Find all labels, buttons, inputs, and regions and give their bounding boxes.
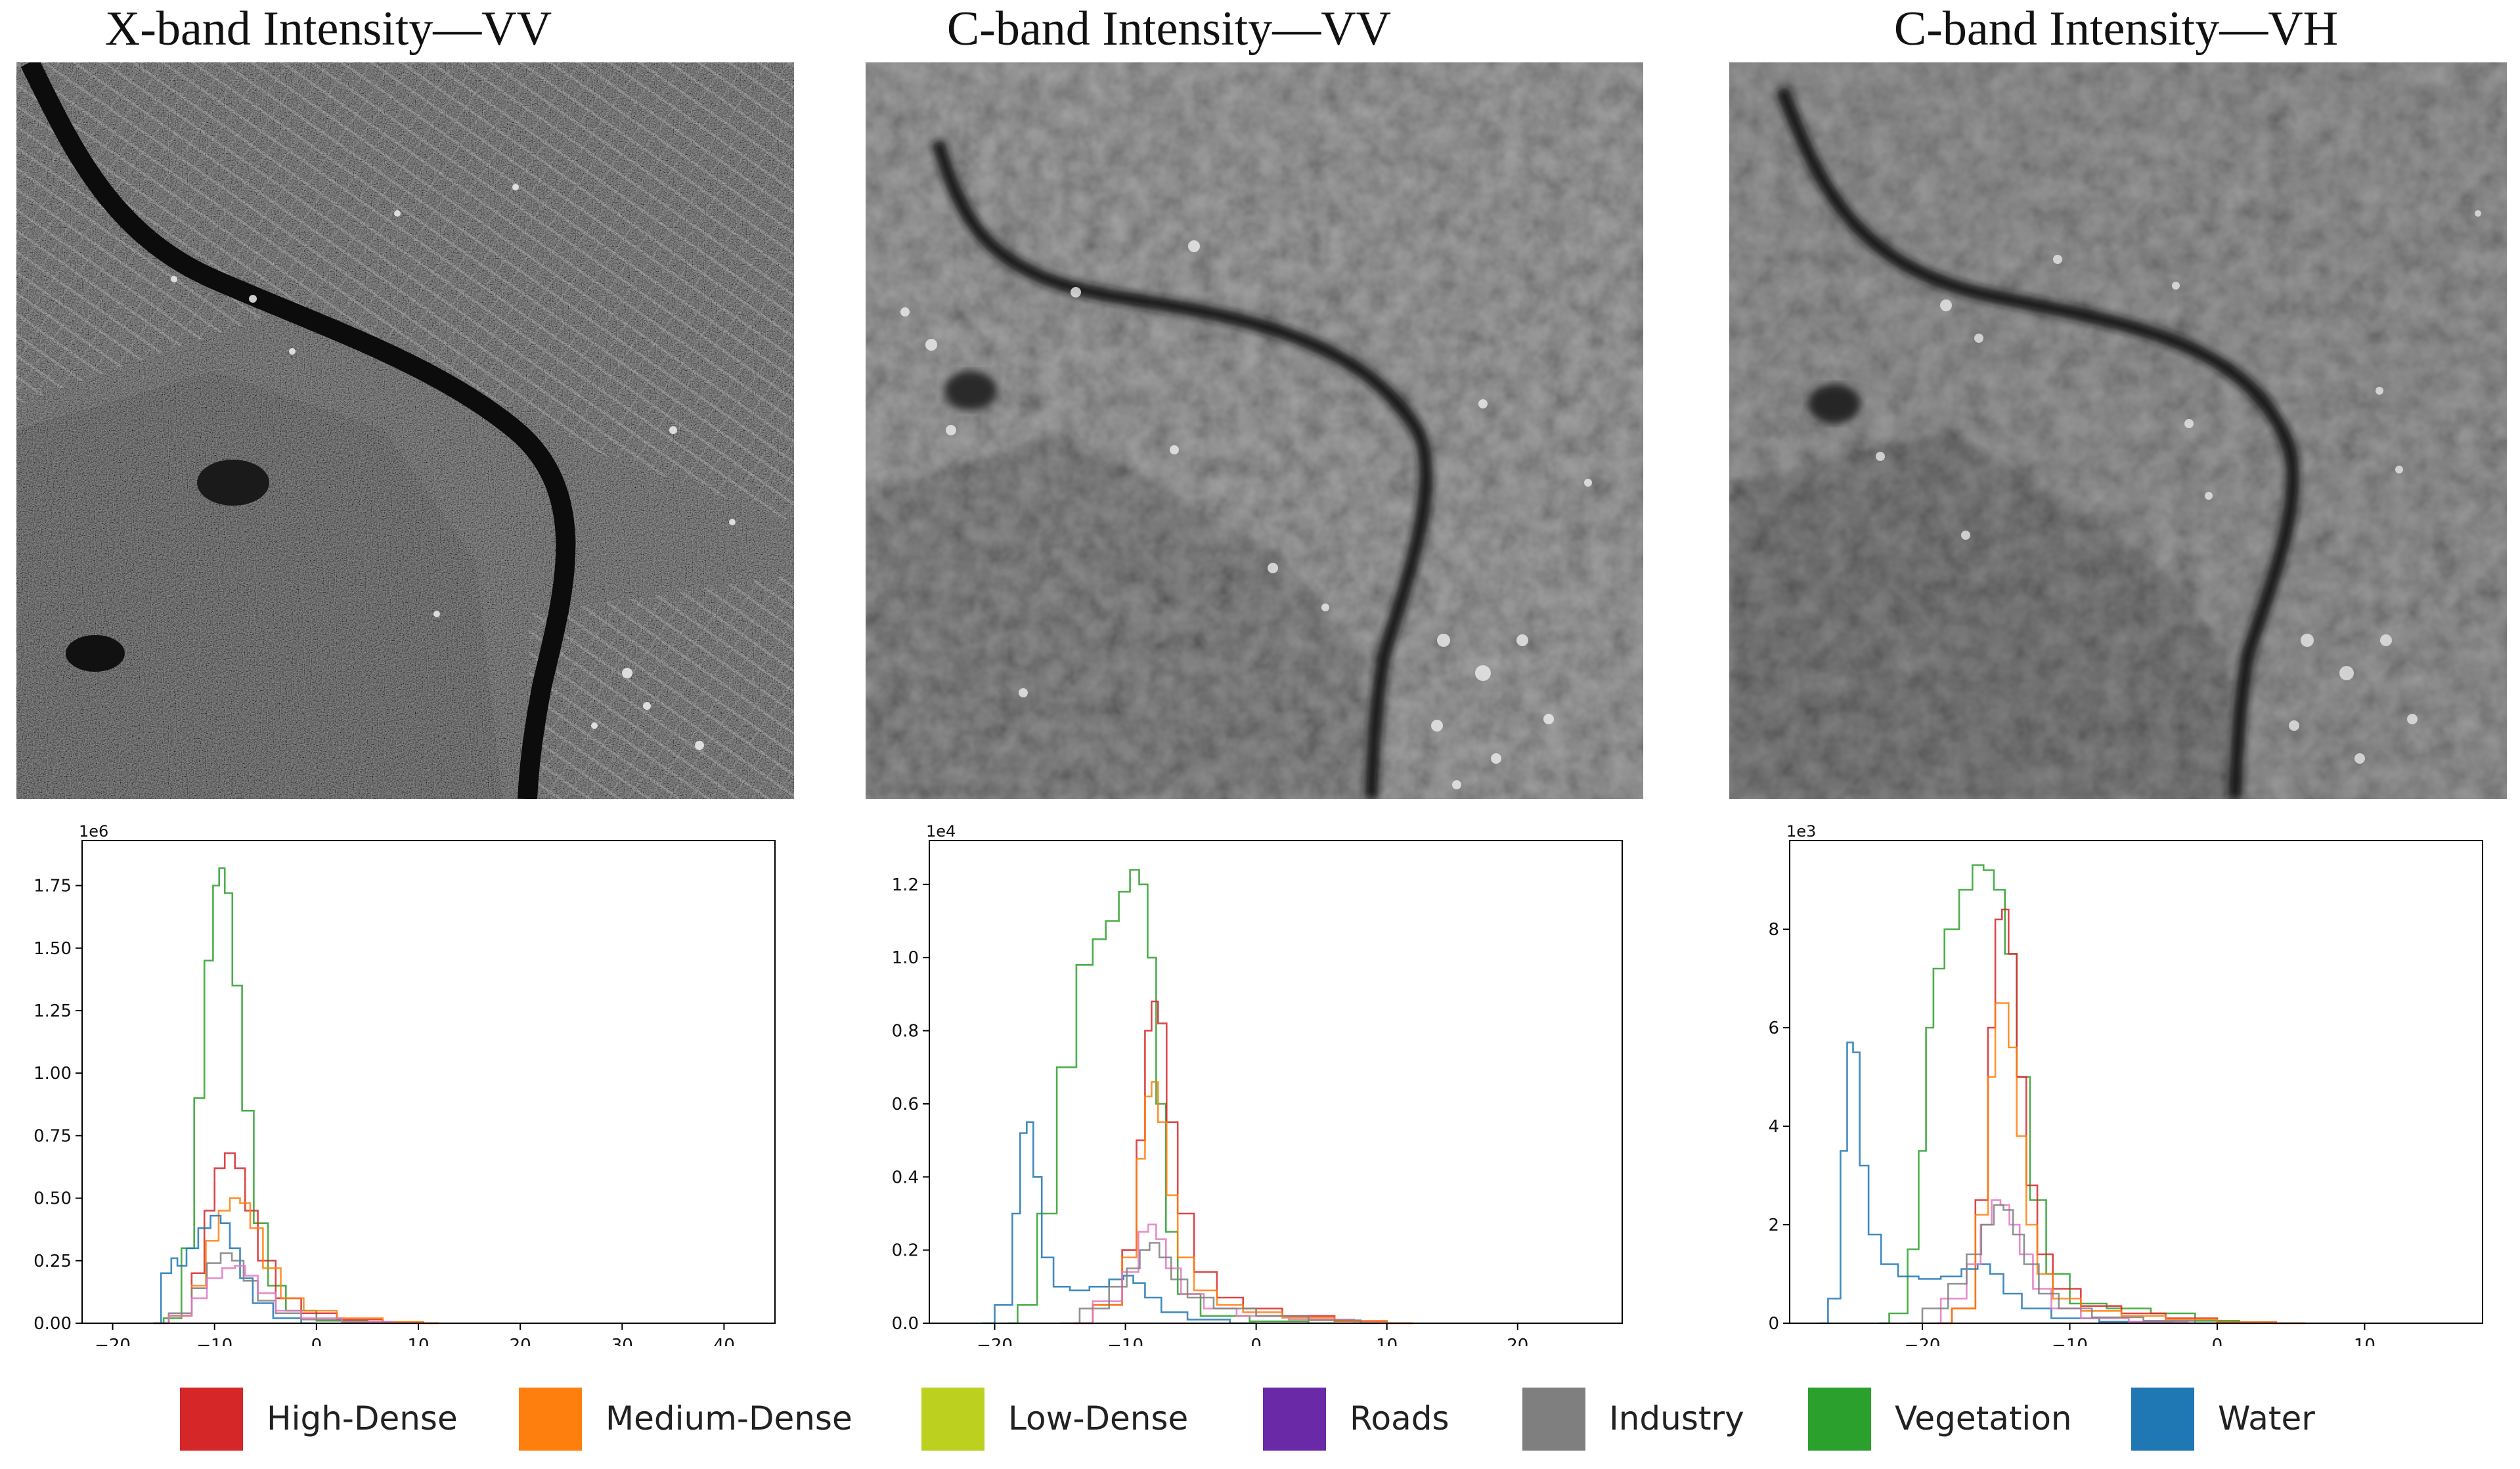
x-tick-label: 20 bbox=[510, 1336, 531, 1346]
histogram-series-5 bbox=[153, 1265, 418, 1325]
sar-image-cband-vh bbox=[1729, 62, 2507, 799]
y-scale-label: 1e6 bbox=[79, 822, 108, 841]
x-tick-label: 0 bbox=[311, 1336, 322, 1346]
sar-image-cband-vv bbox=[866, 62, 1643, 799]
x-tick-label: −10 bbox=[2052, 1336, 2088, 1346]
histogram-series-0 bbox=[1878, 864, 2262, 1325]
histogram-series-0 bbox=[1007, 869, 1335, 1325]
legend-label-low-dense: Low-Dense bbox=[1008, 1399, 1189, 1437]
y-tick-label: 1.2 bbox=[892, 875, 919, 895]
y-tick-label: 2 bbox=[1768, 1216, 1779, 1235]
x-tick-label: 20 bbox=[1507, 1336, 1528, 1346]
panel-title-xband-vv: X-band Intensity—VV bbox=[104, 2, 552, 56]
y-tick-label: 4 bbox=[1768, 1117, 1779, 1137]
legend-swatch-roads bbox=[1263, 1388, 1326, 1451]
panel-title-cband-vv: C-band Intensity—VV bbox=[946, 2, 1392, 56]
y-tick-label: 0.00 bbox=[33, 1314, 72, 1334]
plot-frame bbox=[1789, 840, 2483, 1324]
histogram-series-3 bbox=[1819, 1041, 2217, 1325]
histogram-series-2 bbox=[1937, 1002, 2306, 1325]
y-tick-label: 0.0 bbox=[892, 1314, 919, 1334]
legend-label-high-dense: High-Dense bbox=[267, 1399, 458, 1437]
y-tick-label: 1.0 bbox=[892, 948, 919, 968]
legend-swatch-high-dense bbox=[180, 1388, 243, 1451]
x-tick-label: −20 bbox=[95, 1336, 131, 1346]
legend-label-medium-dense: Medium-Dense bbox=[606, 1399, 852, 1437]
y-scale-label: 1e3 bbox=[1786, 822, 1816, 841]
panel-title-cband-vh: C-band Intensity—VH bbox=[1893, 2, 2339, 56]
x-tick-label: 40 bbox=[713, 1336, 735, 1346]
histogram-series-2 bbox=[1073, 1081, 1413, 1325]
histogram-series-2 bbox=[153, 1197, 439, 1325]
y-scale-label: 1e4 bbox=[926, 822, 956, 841]
x-tick-label: 30 bbox=[611, 1336, 633, 1346]
y-tick-label: 0.75 bbox=[33, 1126, 72, 1146]
legend-label-water: Water bbox=[2218, 1399, 2315, 1437]
legend-swatch-medium-dense bbox=[519, 1388, 582, 1451]
x-tick-label: 10 bbox=[407, 1336, 429, 1346]
histogram-series-5 bbox=[1060, 1242, 1387, 1325]
histogram-series-1 bbox=[1937, 908, 2306, 1325]
histogram-series-3 bbox=[981, 1121, 1256, 1325]
histogram-cband-vv-svg: −20 −10 0 10 20 0.0 0.2 0.4 0.6 0.8 1.0 1.2 1e4 bbox=[892, 822, 1623, 1355]
x-tick-label: 10 bbox=[1376, 1336, 1398, 1346]
y-tick-label: 0.8 bbox=[892, 1022, 919, 1041]
legend-swatch-water bbox=[2131, 1388, 2194, 1451]
histogram-xband-vv-svg: −20 −10 0 10 20 30 40 0.00 0.25 0.50 0.75 1.00 1.25 1… bbox=[33, 822, 776, 1355]
y-tick-label: 8 bbox=[1768, 920, 1779, 940]
y-tick-label: 0.2 bbox=[892, 1241, 919, 1261]
histogram-cband-vh: −20 −10 0 10 0 2 4 6 8 1e3 bbox=[1708, 821, 2520, 1355]
legend-swatch-low-dense bbox=[921, 1388, 984, 1451]
y-tick-label: 1.00 bbox=[33, 1064, 72, 1084]
histogram-xband-vv: −20 −10 0 10 20 30 40 0.00 0.25 0.50 0.75 1.00 1.25 1… bbox=[0, 821, 821, 1355]
y-tick-label: 0.25 bbox=[33, 1252, 72, 1271]
y-tick-label: 0.50 bbox=[33, 1189, 72, 1209]
x-tick-label: 0 bbox=[2212, 1336, 2223, 1346]
y-tick-label: 6 bbox=[1768, 1019, 1779, 1038]
x-tick-label: −20 bbox=[1905, 1336, 1941, 1346]
legend-swatch-industry bbox=[1522, 1388, 1585, 1451]
y-tick-label: 1.50 bbox=[33, 939, 72, 959]
legend-label-roads: Roads bbox=[1350, 1399, 1449, 1437]
y-tick-label: 0 bbox=[1768, 1314, 1779, 1334]
x-tick-label: −20 bbox=[977, 1336, 1013, 1346]
x-tick-label: −10 bbox=[196, 1336, 232, 1346]
plot-frame bbox=[81, 840, 776, 1324]
histogram-cband-vv: −20 −10 0 10 20 0.0 0.2 0.4 0.6 0.8 1.0 1.2 1e4 bbox=[847, 821, 1668, 1355]
legend-swatch-vegetation bbox=[1808, 1388, 1871, 1451]
legend: High-Dense Medium-Dense Low-Dense Roads … bbox=[0, 1382, 2520, 1455]
y-tick-label: 0.4 bbox=[892, 1168, 919, 1187]
histogram-series-0 bbox=[153, 867, 398, 1325]
histogram-series-1 bbox=[153, 1152, 439, 1325]
histogram-cband-vh-svg: −20 −10 0 10 0 2 4 6 8 1e3 bbox=[1768, 822, 2483, 1355]
histogram-series-3 bbox=[153, 1214, 317, 1325]
y-tick-label: 0.6 bbox=[892, 1095, 919, 1114]
x-tick-label: −10 bbox=[1107, 1336, 1143, 1346]
plot-frame bbox=[929, 840, 1623, 1324]
x-tick-label: 10 bbox=[2354, 1336, 2376, 1346]
x-tick-label: 0 bbox=[1250, 1336, 1262, 1346]
y-tick-label: 1.75 bbox=[33, 877, 72, 896]
histogram-series-5 bbox=[1907, 1204, 2217, 1325]
sar-image-xband-vv bbox=[16, 62, 794, 799]
legend-label-vegetation: Vegetation bbox=[1895, 1399, 2072, 1437]
legend-label-industry: Industry bbox=[1609, 1399, 1744, 1437]
histogram-series-4 bbox=[153, 1252, 418, 1325]
y-tick-label: 1.25 bbox=[33, 1001, 72, 1021]
